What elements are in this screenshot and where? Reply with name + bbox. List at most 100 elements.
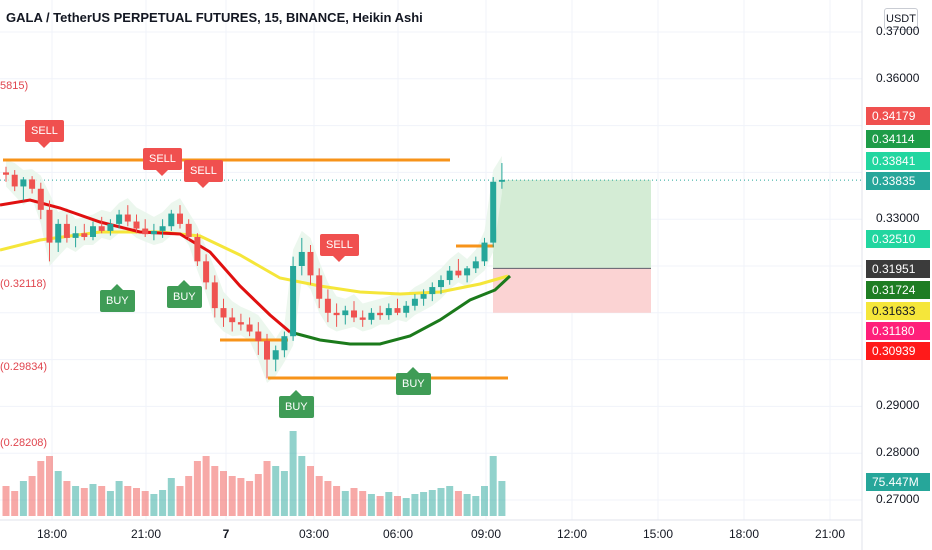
candle-body: [211, 282, 218, 309]
time-axis-tick: 09:00: [470, 527, 502, 541]
volume-bar: [481, 486, 488, 516]
candle-body: [3, 172, 9, 175]
volume-bar: [133, 488, 140, 516]
candle-body: [20, 179, 27, 187]
candle-body: [55, 223, 62, 243]
price-axis-tick: 0.36000: [876, 70, 920, 85]
price-label-tag: 0.31633: [866, 302, 930, 320]
volume-bar: [98, 486, 106, 516]
volume-bar: [402, 498, 410, 516]
candle-body: [472, 261, 479, 269]
volume-bar: [211, 466, 219, 516]
candle-body: [498, 179, 505, 182]
candle-body: [385, 308, 392, 316]
candle-body: [316, 275, 323, 299]
candle-body: [29, 179, 36, 189]
volume-bar: [411, 494, 419, 516]
price-label-tag: 0.33841: [866, 152, 930, 170]
buy-signal-marker: BUY: [167, 280, 202, 308]
currency-unit-button[interactable]: USDT: [884, 8, 918, 30]
candle-body: [324, 298, 331, 313]
candle-body: [220, 308, 227, 318]
candle-body: [420, 294, 427, 299]
indicator-value-label: 5815): [0, 80, 29, 92]
volume-bar: [420, 492, 428, 516]
fast-moving-average-bearish: [0, 198, 291, 334]
indicator-value-label: (0.32118): [0, 278, 47, 290]
volume-bar: [167, 478, 175, 516]
candle-body: [63, 223, 70, 238]
sell-signal-marker: SELL: [320, 234, 359, 262]
volume-bar: [454, 491, 462, 516]
candle-body: [159, 226, 166, 231]
volume-bar: [376, 496, 384, 516]
indicator-value-label: (0.28208): [0, 437, 48, 449]
fast-moving-average-bullish: [289, 274, 512, 346]
time-axis-tick: 03:00: [298, 527, 330, 541]
volume-bar: [63, 481, 71, 516]
volume-bar: [28, 476, 36, 516]
candle-body: [359, 317, 366, 320]
volume-bar: [428, 490, 436, 516]
price-axis-tick: 0.37000: [876, 24, 920, 38]
volume-bar: [72, 486, 80, 516]
candle-body: [37, 188, 44, 210]
trend-cloud: [6, 156, 502, 383]
sell-signal-marker: SELL: [184, 160, 223, 188]
buy-signal-marker: BUY: [100, 284, 135, 312]
candle-body: [90, 226, 96, 237]
candle-body: [272, 350, 279, 360]
candle-body: [290, 266, 297, 337]
price-label-tag: 0.32510: [866, 230, 930, 248]
stop-loss-zone: [493, 268, 651, 313]
volume-bar: [193, 461, 201, 516]
candle-body: [455, 270, 462, 276]
volume-bar: [54, 471, 62, 516]
candle-body: [368, 312, 375, 320]
volume-bar: [37, 461, 45, 516]
volume-bar: [315, 476, 323, 516]
volume-bar: [280, 471, 288, 516]
price-label-tag: 0.34179: [866, 107, 930, 125]
candle-body: [72, 233, 79, 238]
candle-body: [142, 228, 149, 235]
time-axis-tick: 12:00: [556, 527, 588, 541]
volume-bar: [2, 486, 10, 516]
volume-bar: [272, 466, 280, 516]
volume-bar: [141, 491, 149, 516]
time-axis-tick: 21:00: [130, 527, 162, 541]
volume-bar: [307, 466, 314, 516]
volume-bar: [237, 478, 245, 516]
candle-body: [237, 322, 244, 325]
candle-body: [281, 336, 288, 351]
candle-body: [351, 310, 357, 318]
volume-bar: [263, 461, 271, 516]
volume-bar: [80, 488, 88, 516]
sell-signal-marker: SELL: [143, 148, 182, 176]
price-label-tag: 75.447M: [866, 473, 930, 491]
volume-bar: [498, 481, 506, 516]
sell-signal-marker: SELL: [25, 120, 64, 148]
chart-title: GALA / TetherUS PERPETUAL FUTURES, 15, B…: [6, 10, 423, 25]
candle-body: [394, 308, 401, 313]
volume-bar: [202, 456, 210, 516]
candle-body: [168, 213, 175, 227]
indicator-value-label: (0.29834): [0, 361, 48, 373]
volume-bar: [324, 481, 332, 516]
candle-body: [264, 340, 270, 360]
time-axis-tick: 18:00: [728, 527, 760, 541]
candle-body: [116, 214, 123, 224]
candle-body: [377, 312, 384, 316]
volume-bar: [150, 494, 158, 516]
candle-body: [446, 270, 453, 281]
candle-body: [403, 305, 410, 313]
candle-body: [255, 331, 262, 341]
candle-body: [150, 230, 157, 235]
price-label-tag: 0.33835: [866, 172, 930, 190]
candle-body: [333, 312, 340, 316]
volume-bar: [46, 456, 53, 516]
price-label-tag: 0.31724: [866, 281, 930, 299]
price-label-tag: 0.30939: [866, 342, 930, 360]
volume-bar: [254, 474, 262, 516]
